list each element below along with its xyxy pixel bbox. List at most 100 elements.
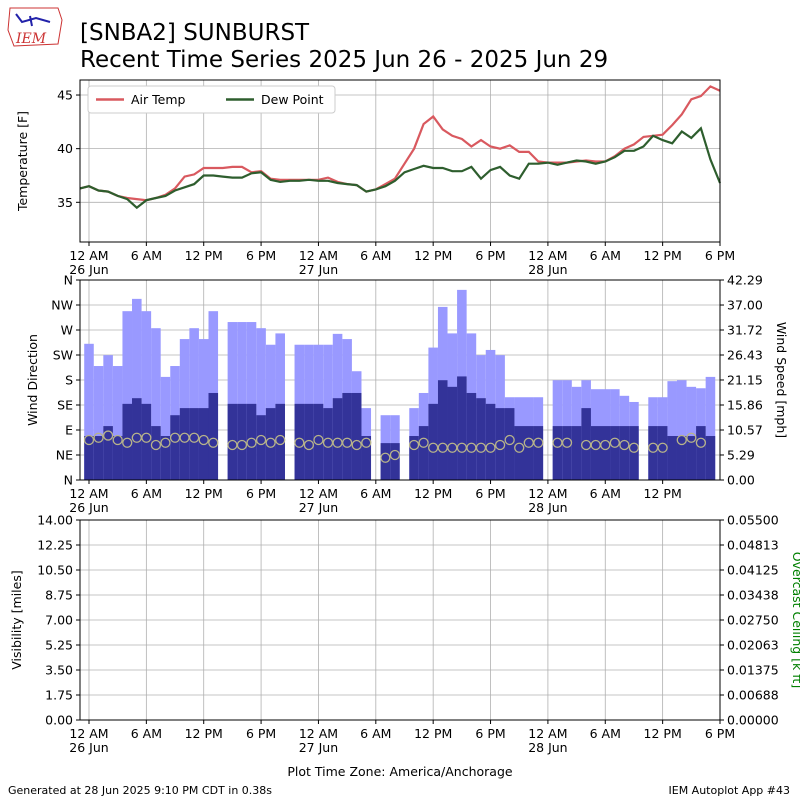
y-tick-label: 12.25 [37, 538, 73, 553]
bar [533, 426, 544, 480]
y2-tick-label: 0.03438 [727, 588, 779, 603]
direction-marker [102, 430, 114, 441]
direction-marker [83, 434, 95, 446]
plot-frame [79, 79, 721, 243]
footer: Generated at 28 Jun 2025 9:10 PM CDT in … [8, 784, 272, 797]
bar [514, 426, 525, 480]
bar [552, 426, 563, 480]
bar [294, 403, 305, 480]
logo-outline [7, 7, 63, 47]
bar [275, 403, 285, 480]
bar [466, 392, 477, 480]
bar [132, 298, 142, 480]
x-tick-label: 12 AM [69, 248, 108, 263]
bar [457, 376, 467, 480]
direction-marker [246, 437, 257, 448]
x-date-label: 26 Jun [69, 740, 108, 755]
y-tick-label: 5.25 [45, 638, 73, 653]
direction-marker [351, 439, 362, 451]
x-date-label: 27 Jun [299, 262, 338, 277]
y2-tick-label: 31.72 [727, 322, 763, 337]
bar [361, 436, 372, 480]
bar [619, 426, 630, 480]
y-tick-label: 45 [57, 88, 73, 103]
y-tick-label: S [65, 373, 73, 388]
bar [170, 415, 180, 480]
bar [237, 403, 247, 480]
bar [122, 311, 133, 480]
y-axis-label: Wind Direction [25, 334, 40, 426]
bar [141, 311, 152, 480]
bar [84, 343, 94, 480]
bar [610, 426, 620, 480]
y2-tick-label: 0.02063 [727, 638, 779, 653]
y-tick-label: SE [57, 398, 73, 413]
bar [686, 436, 697, 480]
direction-marker [389, 449, 401, 461]
bar [112, 366, 123, 480]
x-tick-label: 12 PM [185, 486, 223, 501]
bar [151, 328, 161, 480]
bar [313, 403, 324, 480]
x-tick-label: 12 PM [644, 726, 682, 741]
x-tick-label: 6 PM [475, 248, 505, 263]
x-tick-label: 12 PM [414, 726, 452, 741]
x-tick-label: 12 PM [644, 486, 682, 501]
bar [256, 328, 266, 480]
bar [696, 426, 706, 480]
x-tick-label: 6 AM [131, 486, 162, 501]
direction-marker [275, 434, 286, 446]
bar [437, 380, 448, 480]
bar [342, 392, 352, 480]
x-tick-label: 6 PM [246, 486, 276, 501]
direction-marker [418, 437, 429, 448]
x-date-label: 28 Jun [528, 262, 567, 277]
x-tick-label: 6 PM [705, 726, 735, 741]
x-tick-label: 12 PM [414, 248, 452, 263]
x-date-label: 27 Jun [299, 500, 338, 515]
bar [227, 403, 238, 480]
direction-marker [141, 432, 152, 443]
y2-tick-label: 21.15 [727, 372, 763, 387]
direction-marker [514, 442, 525, 453]
direction-marker [609, 437, 620, 448]
bar [246, 322, 257, 480]
bar [380, 443, 391, 480]
x-date-label: 28 Jun [528, 740, 567, 755]
bar [304, 403, 314, 480]
bar [562, 426, 572, 480]
bar [629, 426, 639, 480]
x-tick-label: 6 AM [360, 726, 391, 741]
direction-marker [236, 439, 248, 451]
direction-marker [198, 434, 209, 446]
bar [648, 426, 658, 480]
y2-tick-label: 37.00 [727, 298, 763, 313]
bar [227, 322, 238, 480]
bar [208, 392, 219, 480]
bar [323, 408, 333, 480]
direction-marker [695, 437, 707, 448]
plot-frame [79, 519, 721, 721]
y2-tick-label: 0.05500 [727, 513, 779, 528]
data-line [79, 126, 722, 210]
direction-marker [408, 439, 420, 451]
y2-tick-label: 0.01375 [727, 663, 779, 678]
y2-tick-label: 0.00000 [727, 713, 779, 728]
direction-marker [112, 434, 123, 446]
bar [256, 415, 266, 480]
x-tick-label: 12 PM [185, 248, 223, 263]
bar [160, 376, 171, 480]
y2-tick-label: 0.00 [727, 473, 755, 488]
y2-tick-label: 5.29 [727, 447, 755, 462]
x-tick-label: 6 PM [246, 726, 276, 741]
bar [179, 408, 190, 480]
y-tick-label: 8.75 [45, 588, 73, 603]
bar [151, 426, 161, 480]
direction-marker [160, 437, 171, 448]
y-tick-label: 0.00 [45, 713, 73, 728]
direction-marker [504, 434, 515, 446]
bar [103, 355, 113, 480]
logo-text: IEM [15, 31, 47, 47]
x-tick-label: 12 AM [69, 486, 108, 501]
